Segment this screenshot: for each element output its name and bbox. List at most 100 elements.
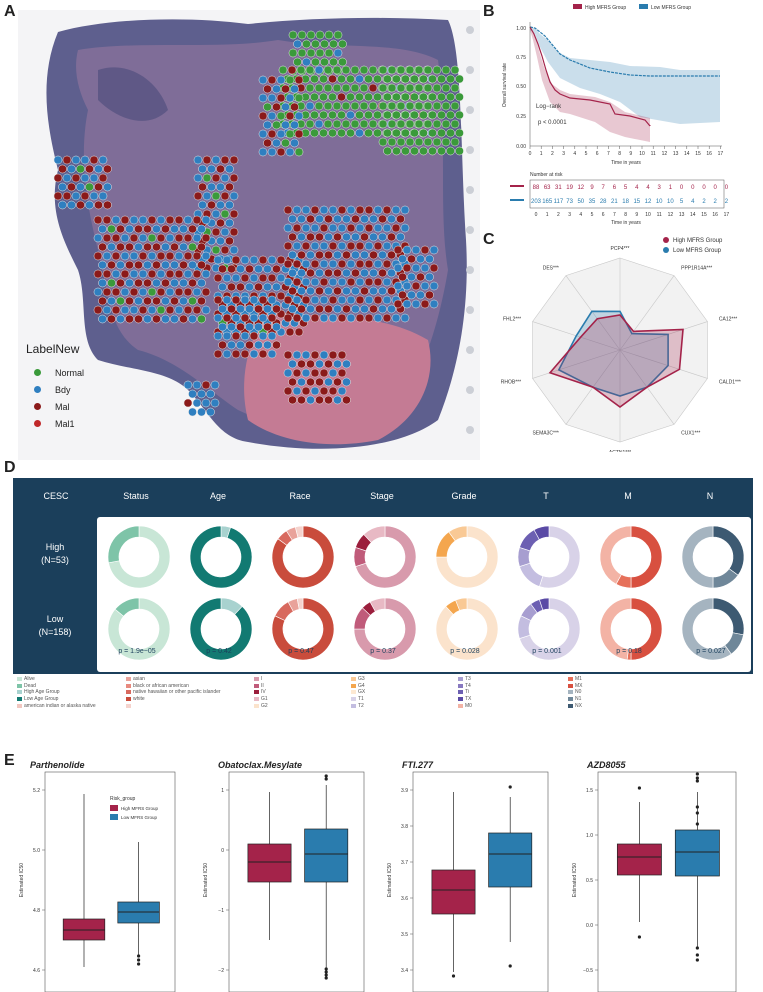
risk-low-cell: 5: [680, 199, 684, 205]
spot: [328, 92, 337, 102]
spot: [292, 295, 302, 305]
spot: [324, 359, 333, 369]
km-xtick: 2: [551, 151, 554, 157]
spot: [378, 232, 387, 242]
spot: [373, 223, 383, 233]
spot: [310, 92, 319, 102]
spot: [85, 164, 94, 174]
risk-low-cell: 4: [691, 199, 695, 205]
spot: [310, 295, 320, 305]
spot: [211, 209, 221, 219]
spot: [272, 304, 281, 314]
donut-slice: [369, 597, 386, 612]
spot: [420, 245, 430, 255]
legend-swatch-icon: [458, 697, 463, 702]
spot: [301, 350, 311, 360]
spot: [283, 386, 293, 396]
spot: [165, 269, 175, 279]
spot: [165, 305, 175, 315]
spot: [216, 164, 225, 174]
spot: [355, 277, 365, 287]
spot: [346, 223, 356, 233]
box-outlier: [695, 822, 699, 826]
legend-entry: G1: [254, 696, 268, 703]
spot: [152, 278, 161, 288]
spot: [400, 313, 410, 323]
spot: [258, 313, 268, 323]
risk-high-cell: 3: [658, 185, 662, 191]
spot: [328, 313, 338, 323]
risk-row-high: 88 63 31 19 12 9 7 6 5 4 4 3 1 0 0 0 0 0: [533, 185, 729, 191]
spot: [319, 368, 329, 378]
spot: [306, 268, 315, 278]
spot: [98, 314, 107, 324]
spot: [161, 278, 170, 288]
legend-swatch-icon: [126, 703, 131, 708]
spot: [346, 74, 355, 84]
spot: [138, 305, 148, 315]
km-xtick: 13: [673, 151, 679, 157]
spot: [319, 223, 329, 233]
spot: [93, 233, 103, 243]
spot: [369, 286, 378, 296]
spot: [400, 223, 410, 233]
spot: [405, 137, 415, 147]
spot: [294, 111, 304, 121]
spot: [341, 101, 351, 111]
spot: [446, 146, 455, 156]
legend-entry: white: [126, 696, 221, 703]
spot: [407, 272, 416, 282]
spot: [143, 296, 152, 306]
legend-label: Normal: [55, 367, 85, 378]
risk-xtick: 3: [568, 212, 571, 218]
spot: [387, 65, 397, 75]
spot: [319, 74, 328, 84]
spot: [267, 129, 277, 139]
spot: [414, 65, 424, 75]
spot: [152, 260, 161, 270]
radar-axis-label: PCP4***: [611, 246, 630, 252]
spot: [428, 92, 437, 102]
km-xtick: 17: [718, 151, 724, 157]
spot: [283, 368, 293, 378]
spot: [301, 241, 311, 251]
spot: [107, 242, 116, 252]
box-outlier: [695, 776, 699, 780]
spot: [414, 101, 424, 111]
risk-low-cell: 117: [554, 199, 564, 205]
legend-swatch-icon: [568, 683, 573, 688]
spot: [337, 295, 347, 305]
risk-high-cell: 0: [725, 185, 729, 191]
risk-high-cell: 9: [590, 185, 594, 191]
spot: [429, 281, 439, 291]
spot: [393, 245, 403, 255]
spot: [360, 286, 369, 296]
spot: [355, 128, 364, 138]
spot: [80, 173, 90, 183]
box-outlier: [137, 958, 141, 962]
spot: [188, 407, 197, 417]
spot: [220, 209, 230, 219]
spot: [216, 200, 225, 210]
spot: [302, 39, 311, 49]
legend-entry-label: G2: [261, 702, 268, 709]
box-high-group: [247, 843, 292, 883]
spot: [402, 245, 412, 255]
spot: [227, 264, 236, 274]
spot: [320, 39, 329, 49]
spot: [85, 182, 94, 192]
spot: [419, 128, 428, 138]
spot: [138, 215, 148, 225]
spot: [450, 83, 460, 93]
spot: [355, 313, 365, 323]
spot: [281, 138, 290, 148]
row-label-line: (N=53): [41, 555, 69, 565]
spot: [292, 205, 302, 215]
spot: [134, 296, 143, 306]
spot: [378, 101, 388, 111]
legend-entry-label: I: [261, 676, 263, 683]
spot: [170, 260, 179, 270]
spot: [333, 377, 342, 387]
box-ytick: −0.5: [583, 968, 593, 974]
spot: [129, 215, 139, 225]
